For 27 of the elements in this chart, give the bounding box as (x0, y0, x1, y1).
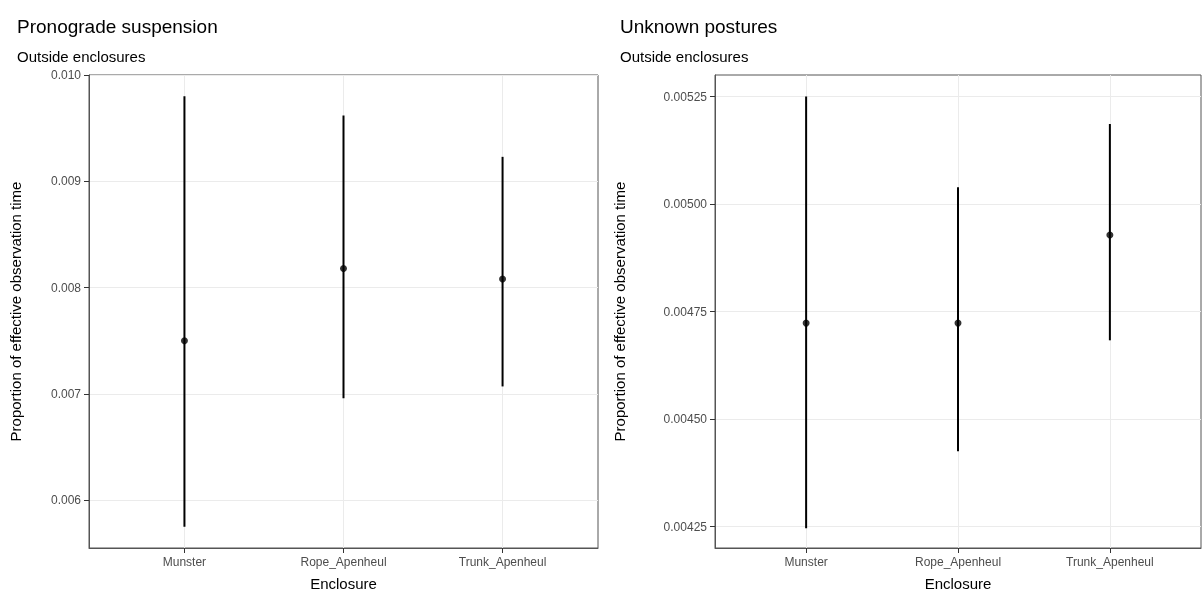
y-tick-label: 0.00525 (663, 89, 708, 104)
y-tick-label: 0.00425 (663, 519, 708, 534)
x-tick-label: Trunk_Apenheul (1066, 555, 1154, 569)
chart-title: Pronograde suspension (17, 16, 218, 37)
y-axis-title: Proportion of effective observation time (7, 181, 24, 442)
x-tick-label: Munster (162, 555, 207, 569)
y-axis-title: Proportion of effective observation time (611, 181, 628, 442)
x-tick-label: Trunk_Apenheul (458, 555, 547, 569)
y-tick-label: 0.00475 (663, 304, 708, 319)
x-tick-label: Rope_Apenheul (914, 555, 1002, 569)
chart-subtitle: Outside enclosures (620, 48, 749, 65)
y-tick-label: 0.010 (50, 68, 82, 82)
point (499, 275, 507, 283)
y-tick-label: 0.009 (50, 174, 82, 189)
y-tick-label: 0.006 (50, 493, 82, 508)
y-tick-label: 0.00500 (663, 197, 708, 211)
point (340, 264, 347, 272)
x-tick-label: Rope_Apenheul (300, 555, 387, 569)
chart-title: Unknown postures (620, 16, 778, 37)
point (180, 337, 188, 345)
x-axis-title: Enclosure (310, 575, 377, 592)
chart-subtitle: Outside enclosures (17, 48, 146, 65)
x-axis-title: Enclosure (924, 575, 992, 592)
y-tick-label: 0.008 (50, 280, 82, 295)
x-tick-label: Munster (784, 555, 828, 569)
y-tick-label: 0.007 (50, 386, 82, 401)
y-tick-label: 0.00450 (663, 412, 708, 426)
